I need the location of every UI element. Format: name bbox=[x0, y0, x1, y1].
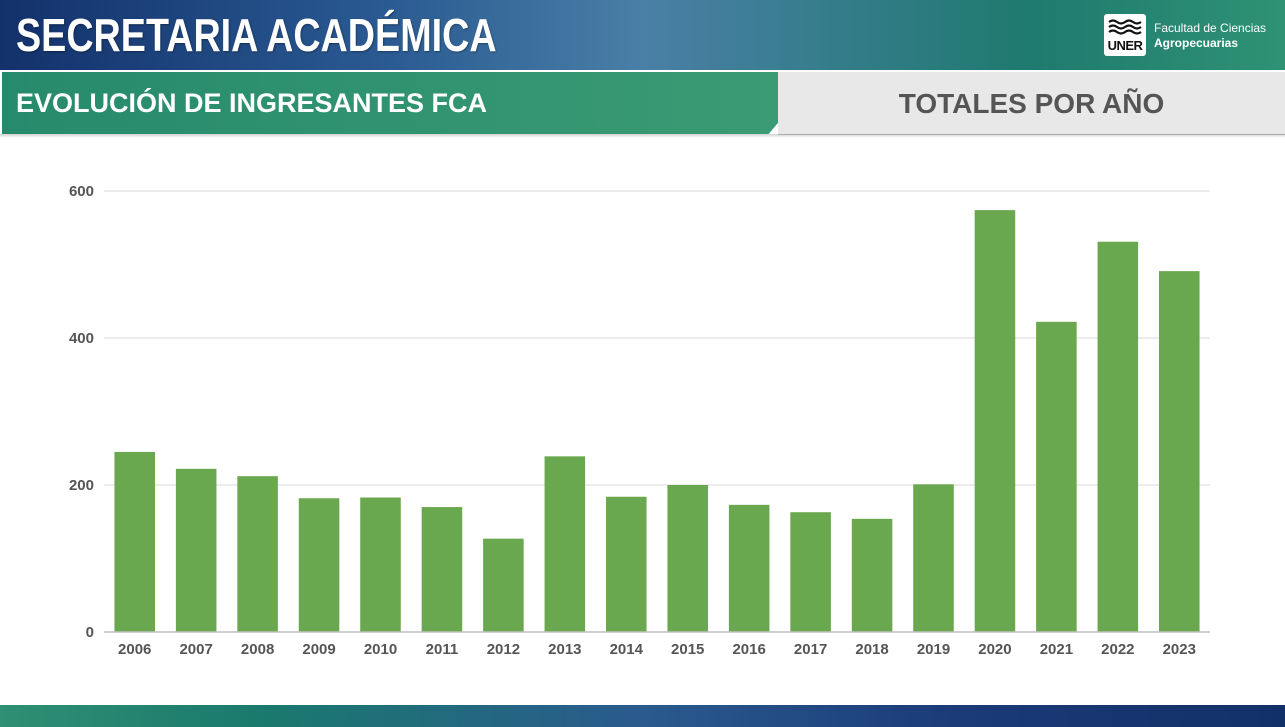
bar-2014 bbox=[606, 496, 647, 632]
x-tick-label: 2006 bbox=[118, 641, 151, 658]
logo-text: UNER bbox=[1107, 38, 1143, 53]
bar-2017 bbox=[790, 512, 831, 632]
bar-2021 bbox=[1036, 321, 1077, 632]
bar-2007 bbox=[175, 468, 217, 632]
chart-subtitle: EVOLUCIÓN DE INGRESANTES FCA bbox=[16, 88, 488, 118]
bar-2022 bbox=[1097, 241, 1139, 632]
axes: 0 200 400 600 2006 2007 2008 2009 2010 2011 2012 20… bbox=[69, 183, 1210, 658]
y-tick-label: 400 bbox=[69, 330, 94, 347]
x-tick-label: 2021 bbox=[1040, 641, 1073, 658]
x-tick-label: 2015 bbox=[671, 641, 704, 658]
subtitle-right-banner bbox=[778, 72, 1285, 135]
bar-2023 bbox=[1159, 271, 1200, 632]
bar-2008 bbox=[237, 476, 278, 632]
footer-bar bbox=[0, 705, 1285, 727]
uner-logo: UNER bbox=[1104, 14, 1146, 56]
x-tick-label: 2012 bbox=[487, 641, 520, 658]
page-title: SECRETARIA ACADÉMICA bbox=[16, 9, 497, 61]
subtitle-left-banner bbox=[2, 72, 778, 134]
x-tick-label: 2020 bbox=[978, 641, 1011, 658]
faculty-name-line1: Facultad de Ciencias bbox=[1154, 21, 1267, 35]
y-tick-label: 0 bbox=[86, 624, 94, 641]
bar-2012 bbox=[483, 538, 524, 632]
faculty-name-line2: Agropecuarias bbox=[1154, 36, 1239, 50]
chart-subtitle-right: TOTALES POR AÑO bbox=[898, 88, 1165, 119]
header-bar bbox=[0, 0, 1285, 70]
bar-2009 bbox=[298, 498, 340, 632]
x-tick-label: 2009 bbox=[302, 641, 335, 658]
bar-2016 bbox=[728, 504, 770, 632]
x-tick-label: 2019 bbox=[917, 641, 950, 658]
x-tick-label: 2008 bbox=[241, 641, 274, 658]
bar-2019 bbox=[913, 484, 954, 632]
bar-2006 bbox=[114, 451, 155, 632]
bar-2011 bbox=[421, 507, 463, 632]
x-tick-label: 2022 bbox=[1101, 641, 1134, 658]
bar-2018 bbox=[851, 518, 893, 632]
x-tick-label: 2013 bbox=[548, 641, 581, 658]
x-tick-label: 2017 bbox=[794, 641, 827, 658]
x-tick-label: 2018 bbox=[855, 641, 888, 658]
grid-lines bbox=[104, 190, 1210, 486]
bars bbox=[114, 210, 1200, 633]
x-tick-label: 2016 bbox=[732, 641, 765, 658]
x-tick-label: 2007 bbox=[179, 641, 212, 658]
waves-icon bbox=[1108, 19, 1142, 35]
x-tick-label: 2011 bbox=[426, 641, 459, 658]
x-tick-label: 2014 bbox=[610, 641, 644, 658]
header-shadow bbox=[0, 134, 1285, 138]
x-tick-label: 2010 bbox=[364, 641, 397, 658]
y-tick-label: 200 bbox=[69, 477, 94, 494]
bar-2010 bbox=[360, 497, 401, 632]
bar-2015 bbox=[667, 485, 708, 632]
x-tick-label: 2023 bbox=[1163, 641, 1196, 658]
bar-2013 bbox=[544, 456, 586, 632]
bar-2020 bbox=[974, 210, 1016, 633]
y-tick-label: 600 bbox=[69, 183, 94, 200]
